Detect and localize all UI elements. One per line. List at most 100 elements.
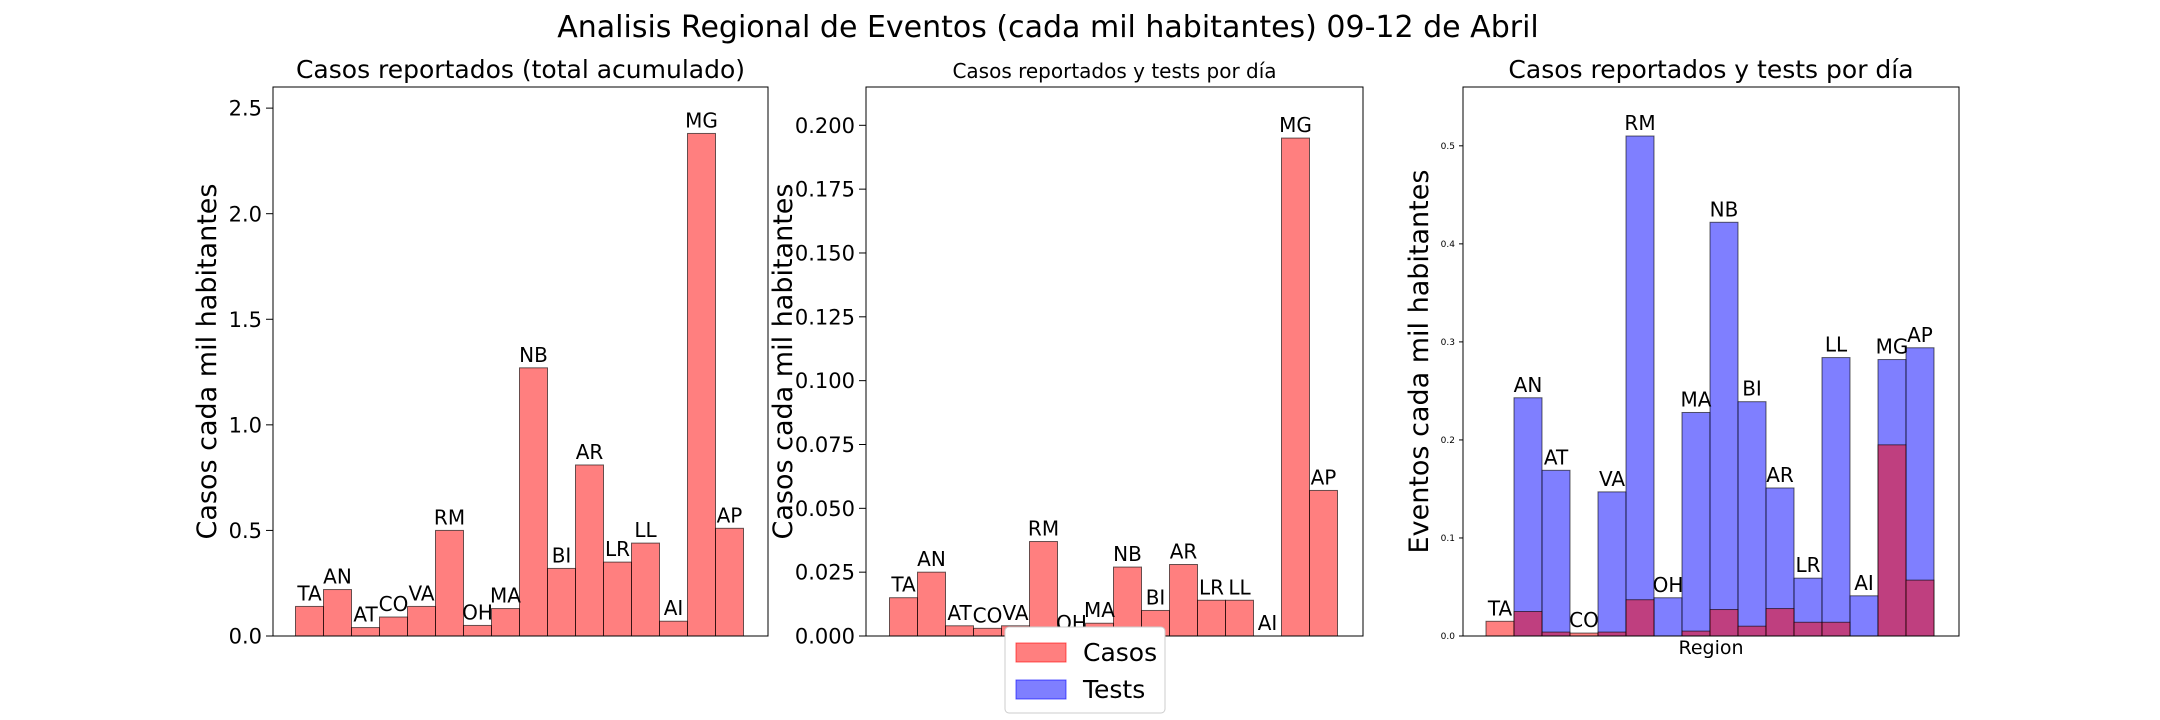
bar-casos-oh [463, 624, 492, 637]
bar-casos-lr [1793, 621, 1823, 637]
bar-casos-at [1541, 631, 1571, 637]
bar-casos-an [917, 571, 946, 637]
bar-casos-at [945, 625, 974, 637]
bar-casos-an [1513, 610, 1543, 637]
bar-casos-lr [603, 561, 632, 637]
bar-label-ta: TA [1487, 596, 1513, 620]
bar-casos-va [407, 605, 436, 637]
legend: Casos Tests [1004, 626, 1166, 714]
bar-label-co: CO [379, 592, 409, 616]
bar-casos-ap [715, 527, 744, 637]
bar-label-nb: NB [1710, 197, 1739, 221]
y-tick-label: 2.5 [229, 97, 262, 121]
bar-casos-bi [547, 567, 576, 637]
bar-label-va: VA [1599, 467, 1625, 491]
y-tick-label: 0.000 [795, 625, 855, 649]
bar-tests-ai [1849, 595, 1879, 637]
bar-casos-rm [1625, 599, 1655, 637]
bar-label-rm: RM [1028, 517, 1059, 541]
bar-tests-va [1597, 491, 1627, 637]
bar-casos-lr [1197, 599, 1226, 637]
bar-label-ap: AP [717, 503, 743, 527]
bar-label-ll: LL [634, 518, 657, 542]
y-tick-label: 0.2 [1441, 436, 1455, 446]
bar-label-ap: AP [1311, 465, 1337, 489]
y-tick-label: 0.200 [795, 114, 855, 138]
bar-label-lr: LR [1795, 553, 1820, 577]
bar-casos-mg [687, 132, 716, 637]
bar-label-va: VA [408, 581, 434, 605]
chart-title: Casos reportados y tests por día [1508, 55, 1913, 84]
chart-title: Casos reportados y tests por día [952, 59, 1276, 83]
bar-label-ai: AI [664, 596, 684, 620]
y-tick-label: 0.5 [229, 519, 262, 543]
y-axis-label: Casos cada mil habitantes [768, 184, 799, 540]
bar-tests-an [1513, 397, 1543, 637]
bar-casos-ta [295, 605, 324, 637]
bar-label-bi: BI [1146, 585, 1166, 609]
legend-swatch-tests [1015, 679, 1067, 700]
bar-casos-va [1597, 631, 1627, 637]
bar-casos-nb [1113, 566, 1142, 637]
bar-casos-an [323, 589, 352, 637]
bar-label-ma: MA [1681, 387, 1712, 411]
bar-label-va: VA [1002, 601, 1028, 625]
bar-label-an: AN [323, 565, 352, 589]
bar-label-rm: RM [1624, 111, 1655, 135]
bar-tests-oh [1653, 597, 1683, 637]
bar-label-rm: RM [434, 505, 465, 529]
chart-daily-cases-and-tests: Casos reportados y tests por día Eventos … [1404, 55, 1960, 659]
bar-casos-ma [491, 608, 520, 637]
bar-label-lr: LR [1199, 575, 1224, 599]
bar-casos-co [379, 616, 408, 637]
bar-label-at: AT [1544, 445, 1569, 469]
y-tick-label: 0.0 [1441, 632, 1456, 642]
bar-label-ai: AI [1854, 571, 1874, 595]
bar-label-bi: BI [552, 543, 572, 567]
bar-casos-rm [435, 529, 464, 637]
bar-label-ap: AP [1907, 323, 1933, 347]
bar-label-co: CO [1569, 608, 1599, 632]
bar-label-ll: LL [1825, 333, 1848, 357]
x-axis-label: Region [1678, 637, 1743, 659]
bar-label-mg: MG [1279, 113, 1312, 137]
y-tick-label: 0.3 [1441, 338, 1455, 348]
bar-label-mg: MG [685, 108, 718, 132]
bar-label-ta: TA [296, 581, 322, 605]
bar-tests-bi [1737, 401, 1767, 637]
y-tick-label: 0.175 [795, 178, 855, 202]
bar-tests-ll [1821, 357, 1851, 637]
bar-casos-ap [1905, 579, 1935, 637]
y-tick-label: 0.1 [1441, 534, 1455, 544]
bar-label-ar: AR [576, 440, 604, 464]
bar-casos-nb [1709, 609, 1739, 637]
bar-label-at: AT [947, 601, 972, 625]
y-tick-label: 0.125 [795, 305, 855, 329]
y-tick-label: 2.0 [229, 202, 262, 226]
bar-casos-ma [1681, 630, 1711, 637]
bar-tests-at [1541, 469, 1571, 637]
bar-tests-nb [1709, 221, 1739, 637]
bar-label-ai: AI [1258, 611, 1278, 635]
y-axis-label: Casos cada mil habitantes [192, 184, 223, 540]
figure-title: Analisis Regional de Eventos (cada mil h… [557, 10, 1539, 45]
bar-casos-ta [889, 597, 918, 637]
chart-title: Casos reportados (total acumulado) [296, 55, 745, 84]
plot-frame [272, 86, 769, 637]
bar-tests-rm [1625, 135, 1655, 637]
y-tick-label: 1.5 [229, 308, 262, 332]
bar-casos-ap [1309, 489, 1338, 637]
bar-casos-bi [1737, 625, 1767, 637]
bar-casos-ai [659, 620, 688, 637]
bar-label-co: CO [973, 603, 1003, 627]
y-tick-label: 0.0 [229, 625, 262, 649]
y-tick-label: 0.075 [795, 433, 855, 457]
bar-label-oh: OH [1653, 573, 1684, 597]
bar-label-an: AN [1514, 373, 1543, 397]
bar-label-ar: AR [1766, 463, 1794, 487]
legend-label-tests: Tests [1082, 675, 1145, 704]
y-tick-label: 0.150 [795, 242, 855, 266]
y-tick-label: 0.025 [795, 561, 855, 585]
bar-label-nb: NB [1113, 542, 1142, 566]
